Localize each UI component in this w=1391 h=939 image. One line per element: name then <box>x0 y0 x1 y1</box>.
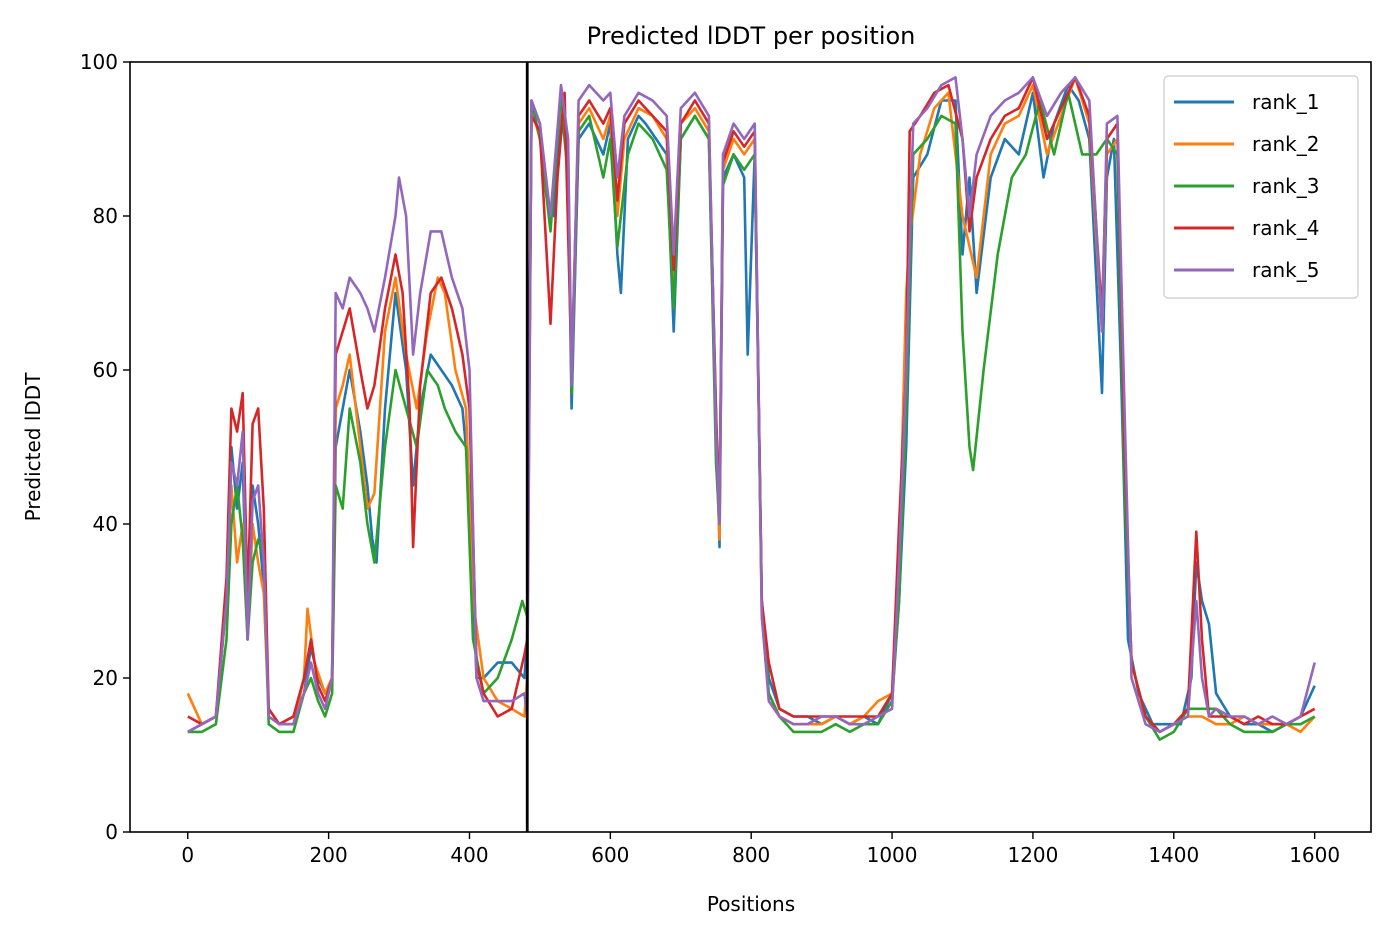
legend-box <box>1163 75 1359 299</box>
x-tick-label: 1600 <box>1289 843 1340 867</box>
y-tick-label: 80 <box>93 204 118 228</box>
x-axis-ticks: 0 200 400 600 800 1000 1200 1400 1600 <box>181 832 1340 867</box>
series-line-rank_1 <box>187 83 1316 734</box>
x-tick-label: 400 <box>450 843 488 867</box>
x-tick-label: 1000 <box>867 843 918 867</box>
legend-label-rank_5: rank_5 <box>1252 258 1319 282</box>
legend: rank_1 rank_2 rank_3 rank_4 rank_5 <box>1163 75 1359 299</box>
x-tick-label: 1400 <box>1148 843 1199 867</box>
legend-label-rank_2: rank_2 <box>1252 132 1319 156</box>
y-tick-label: 100 <box>80 50 118 74</box>
x-tick-label: 600 <box>591 843 629 867</box>
x-tick-label: 200 <box>310 843 348 867</box>
y-tick-label: 0 <box>105 820 118 844</box>
plot-frame <box>129 61 1372 833</box>
plot-area <box>186 62 1316 832</box>
x-tick-label: 800 <box>732 843 770 867</box>
y-axis-ticks: 0 20 40 60 80 100 <box>80 50 130 844</box>
x-tick-label: 0 <box>181 843 194 867</box>
legend-label-rank_1: rank_1 <box>1252 90 1319 114</box>
y-tick-label: 60 <box>93 358 118 382</box>
chart-title: Predicted lDDT per position <box>587 22 916 50</box>
y-tick-label: 40 <box>93 512 118 536</box>
y-tick-label: 20 <box>93 666 118 690</box>
x-axis-title: Positions <box>707 892 795 916</box>
legend-label-rank_3: rank_3 <box>1252 174 1319 198</box>
legend-label-rank_4: rank_4 <box>1252 216 1319 240</box>
y-axis-title: Predicted lDDT <box>21 372 45 522</box>
series-line-rank_5 <box>187 76 1316 734</box>
x-tick-label: 1200 <box>1007 843 1058 867</box>
